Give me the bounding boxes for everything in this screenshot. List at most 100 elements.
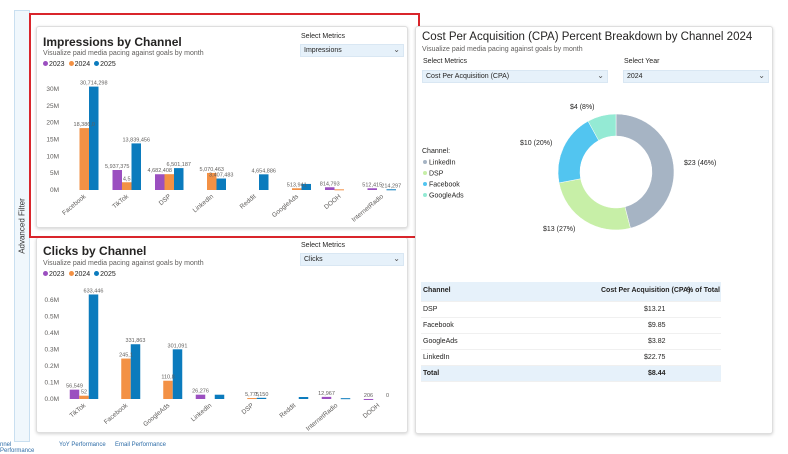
clicks-legend: 2023 2024 2025 [43,271,116,278]
y-tick-label: 20M [46,120,59,127]
bar-2025 [386,189,396,191]
cpa-metric-value: Cost Per Acquisition (CPA) [426,73,510,80]
y-tick-label: 5M [50,170,59,177]
bar-2025 [172,349,183,399]
data-label: 110,8 [161,375,174,381]
table-row: DSP $13.21 [421,302,721,318]
legend-2023: 2023 [43,61,65,68]
chevron-down-icon: ⌄ [393,254,400,263]
donut-slice-googleads [587,113,617,141]
bar-2023 [112,170,122,190]
cpa-donut-chart: $23 (46%) $13 (27%) $10 (20%) $4 (8%) Linked… [423,104,716,233]
bar-2025 [340,398,351,400]
data-label: 52 [81,390,87,396]
data-label: 5,937,375 [105,164,129,170]
data-label: 331,863 [126,338,146,344]
cpa-title: Cost Per Acquisition (CPA) Percent Break… [422,31,753,43]
chevron-down-icon: ⌄ [393,45,400,54]
data-label: 13,839,456 [122,137,150,143]
tab-channel-performance[interactable]: nnel Performance [0,442,35,454]
y-tick-label: 0.0M [45,396,59,403]
data-label: 18,386,0 [74,122,95,128]
bar-2025 [174,168,184,190]
bar-2025 [89,86,99,190]
y-tick-label: 0.5M [45,314,59,321]
bar-2025 [131,143,141,190]
header-cpa: Cost Per Acquisition (CPA) [601,287,691,294]
bar-2023 [155,174,165,190]
bar-2024 [79,395,89,399]
data-label: 5,775 [245,392,259,398]
bar-2025 [130,344,141,399]
slice-label: $23 (46%) [684,160,716,167]
bar-2025 [301,183,311,190]
x-tick-label: Reddit [278,402,297,420]
bar-2025 [88,294,99,399]
data-label: 301,091 [168,343,188,349]
data-label: 7,150 [255,392,269,398]
data-label: 4,682,408 [148,168,172,174]
cpa-year-dropdown[interactable]: 2024 ⌄ [623,70,769,83]
legend-item-dsp: DSP [429,171,444,178]
data-label: 30,714,298 [80,81,108,87]
clicks-metric-dropdown[interactable]: Clicks ⌄ [300,253,404,266]
table-total-row: Total $8.44 [421,366,721,382]
data-label: 3,407,483 [209,173,233,179]
y-tick-label: 0.4M [45,330,59,337]
legend-item-linkedin: LinkedIn [429,160,456,167]
x-tick-label: GoogleAds [142,402,172,429]
cpa-table: Channel Cost Per Acquisition (CPA) % of … [421,282,721,382]
clicks-subtitle: Visualize paid media pacing against goal… [43,260,204,267]
data-label: 0 [386,393,389,399]
bar-2024 [292,188,302,190]
legend-dot [423,171,427,175]
data-label: 4,654,886 [252,168,276,174]
legend-2025: 2025 [94,271,116,278]
y-tick-label: 30M [46,86,59,93]
impressions-title: Impressions by Channel [43,35,182,49]
data-label: 5,070,463 [200,167,224,173]
slice-label: $10 (20%) [520,140,552,147]
impressions-metric-dropdown[interactable]: Impressions ⌄ [300,44,404,57]
data-label: 814,793 [320,181,340,187]
cpa-year-label: Select Year [624,58,660,65]
legend-dot [423,193,427,197]
bar-2024 [122,182,132,190]
tab-yoy-performance[interactable]: YoY Performance [59,442,106,448]
data-label: 26,276 [192,389,209,395]
bar-2023 [367,188,377,190]
data-label: 206 [364,393,373,399]
bar-2024 [163,380,173,399]
bar-2024 [207,172,217,190]
donut-slice-linkedin [615,113,675,229]
bar-2024 [247,398,257,400]
cpa-metric-dropdown[interactable]: Cost Per Acquisition (CPA) ⌄ [422,70,608,83]
chevron-down-icon: ⌄ [597,71,604,80]
legend-2025: 2025 [94,61,116,68]
clicks-card: Clicks by Channel Visualize paid media p… [36,237,408,433]
impressions-metric-label: Select Metrics [301,33,345,40]
y-tick-label: 25M [46,103,59,110]
bar-2025 [256,397,267,399]
table-row: GoogleAds $3.82 [421,334,721,350]
data-label: 513,941 [287,182,307,188]
bar-2023 [195,394,206,399]
data-label: 4,5 [123,176,131,182]
slice-label: $4 (8%) [570,104,595,111]
impressions-subtitle: Visualize paid media pacing against goal… [43,50,204,57]
advanced-filter-panel[interactable]: Advanced Filter [14,10,30,442]
bar-2024 [164,174,174,190]
x-tick-label: DSP [241,402,256,416]
data-label: 633,446 [84,288,104,294]
legend-2024: 2024 [68,271,90,278]
bar-2024 [334,189,344,191]
y-tick-label: 0.2M [45,363,59,370]
x-tick-label: InternetRadio [305,402,340,433]
x-tick-label: TikTok [69,402,88,420]
legend-item-facebook: Facebook [429,182,460,189]
tab-email-performance[interactable]: Email Performance [115,442,167,448]
data-label: 512,415 [362,182,382,188]
legend-item-googleads: GoogleAds [429,193,464,200]
bar-2025 [216,178,226,190]
x-tick-label: Facebook [103,402,130,426]
